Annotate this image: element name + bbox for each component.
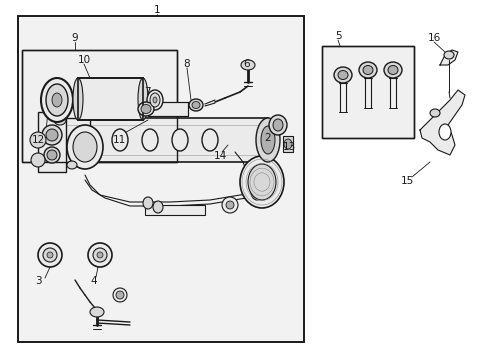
Text: 13: 13 (282, 142, 295, 152)
Bar (321, 46, 413, 138)
Ellipse shape (113, 288, 127, 302)
Polygon shape (419, 90, 464, 155)
Text: 6: 6 (243, 59, 250, 69)
Ellipse shape (44, 147, 60, 163)
Ellipse shape (142, 129, 158, 151)
Ellipse shape (73, 78, 83, 120)
Ellipse shape (42, 125, 62, 145)
Ellipse shape (150, 93, 160, 107)
Ellipse shape (43, 248, 57, 262)
Ellipse shape (225, 201, 234, 209)
Text: 3: 3 (35, 276, 41, 286)
Ellipse shape (47, 150, 57, 160)
Ellipse shape (93, 248, 107, 262)
Text: 11: 11 (112, 135, 125, 145)
Ellipse shape (358, 62, 376, 78)
Ellipse shape (141, 104, 151, 113)
Ellipse shape (383, 62, 401, 78)
Bar (78, 78, 142, 120)
Ellipse shape (333, 67, 351, 83)
Text: 15: 15 (400, 176, 413, 186)
Ellipse shape (429, 109, 439, 117)
Bar (78, 78, 142, 120)
Text: 10: 10 (77, 55, 90, 65)
Ellipse shape (138, 102, 154, 116)
Bar (145, 205, 204, 215)
Ellipse shape (112, 129, 128, 151)
Ellipse shape (268, 115, 286, 135)
Ellipse shape (116, 291, 124, 299)
Bar (283, 136, 292, 152)
Text: 7: 7 (143, 87, 150, 97)
Ellipse shape (41, 78, 73, 122)
Polygon shape (439, 50, 457, 65)
Ellipse shape (138, 78, 148, 120)
Ellipse shape (261, 126, 274, 154)
Bar (22, 50, 177, 162)
Ellipse shape (202, 129, 218, 151)
Text: 12: 12 (31, 135, 44, 145)
Ellipse shape (31, 153, 45, 167)
Ellipse shape (47, 252, 53, 258)
Bar (321, 46, 413, 138)
Ellipse shape (67, 161, 77, 169)
Ellipse shape (97, 252, 103, 258)
Ellipse shape (67, 125, 103, 169)
Ellipse shape (30, 132, 46, 148)
Bar (18, 16, 304, 342)
Ellipse shape (153, 97, 157, 103)
Bar (80, 118, 267, 162)
Bar (58, 118, 90, 162)
Ellipse shape (241, 60, 254, 70)
Ellipse shape (222, 197, 238, 213)
Text: 14: 14 (213, 151, 226, 161)
Text: 16: 16 (427, 33, 440, 43)
Ellipse shape (54, 115, 66, 125)
Bar (18, 16, 304, 342)
Bar (148, 102, 187, 116)
Ellipse shape (73, 132, 97, 162)
Ellipse shape (362, 66, 372, 75)
Ellipse shape (250, 184, 263, 200)
Bar (38, 112, 66, 172)
Ellipse shape (438, 124, 450, 140)
Ellipse shape (46, 84, 68, 116)
Ellipse shape (52, 93, 62, 107)
Ellipse shape (46, 129, 58, 141)
Ellipse shape (189, 99, 203, 111)
Text: 2: 2 (264, 133, 271, 143)
Ellipse shape (192, 102, 200, 108)
Text: 9: 9 (72, 33, 78, 43)
Ellipse shape (387, 66, 397, 75)
Ellipse shape (142, 197, 153, 209)
Text: 8: 8 (183, 59, 190, 69)
Ellipse shape (147, 90, 163, 110)
Bar (22, 50, 177, 162)
Ellipse shape (90, 307, 104, 317)
Ellipse shape (153, 201, 163, 213)
Ellipse shape (443, 51, 453, 59)
Bar (148, 102, 187, 116)
Text: 4: 4 (90, 276, 97, 286)
Ellipse shape (240, 156, 284, 208)
Ellipse shape (284, 139, 291, 149)
Ellipse shape (256, 118, 280, 162)
Ellipse shape (172, 129, 187, 151)
Ellipse shape (88, 243, 112, 267)
Ellipse shape (38, 243, 62, 267)
Text: 5: 5 (334, 31, 341, 41)
Text: 1: 1 (153, 5, 160, 15)
Ellipse shape (247, 164, 275, 200)
Ellipse shape (337, 71, 347, 80)
Ellipse shape (272, 119, 283, 131)
